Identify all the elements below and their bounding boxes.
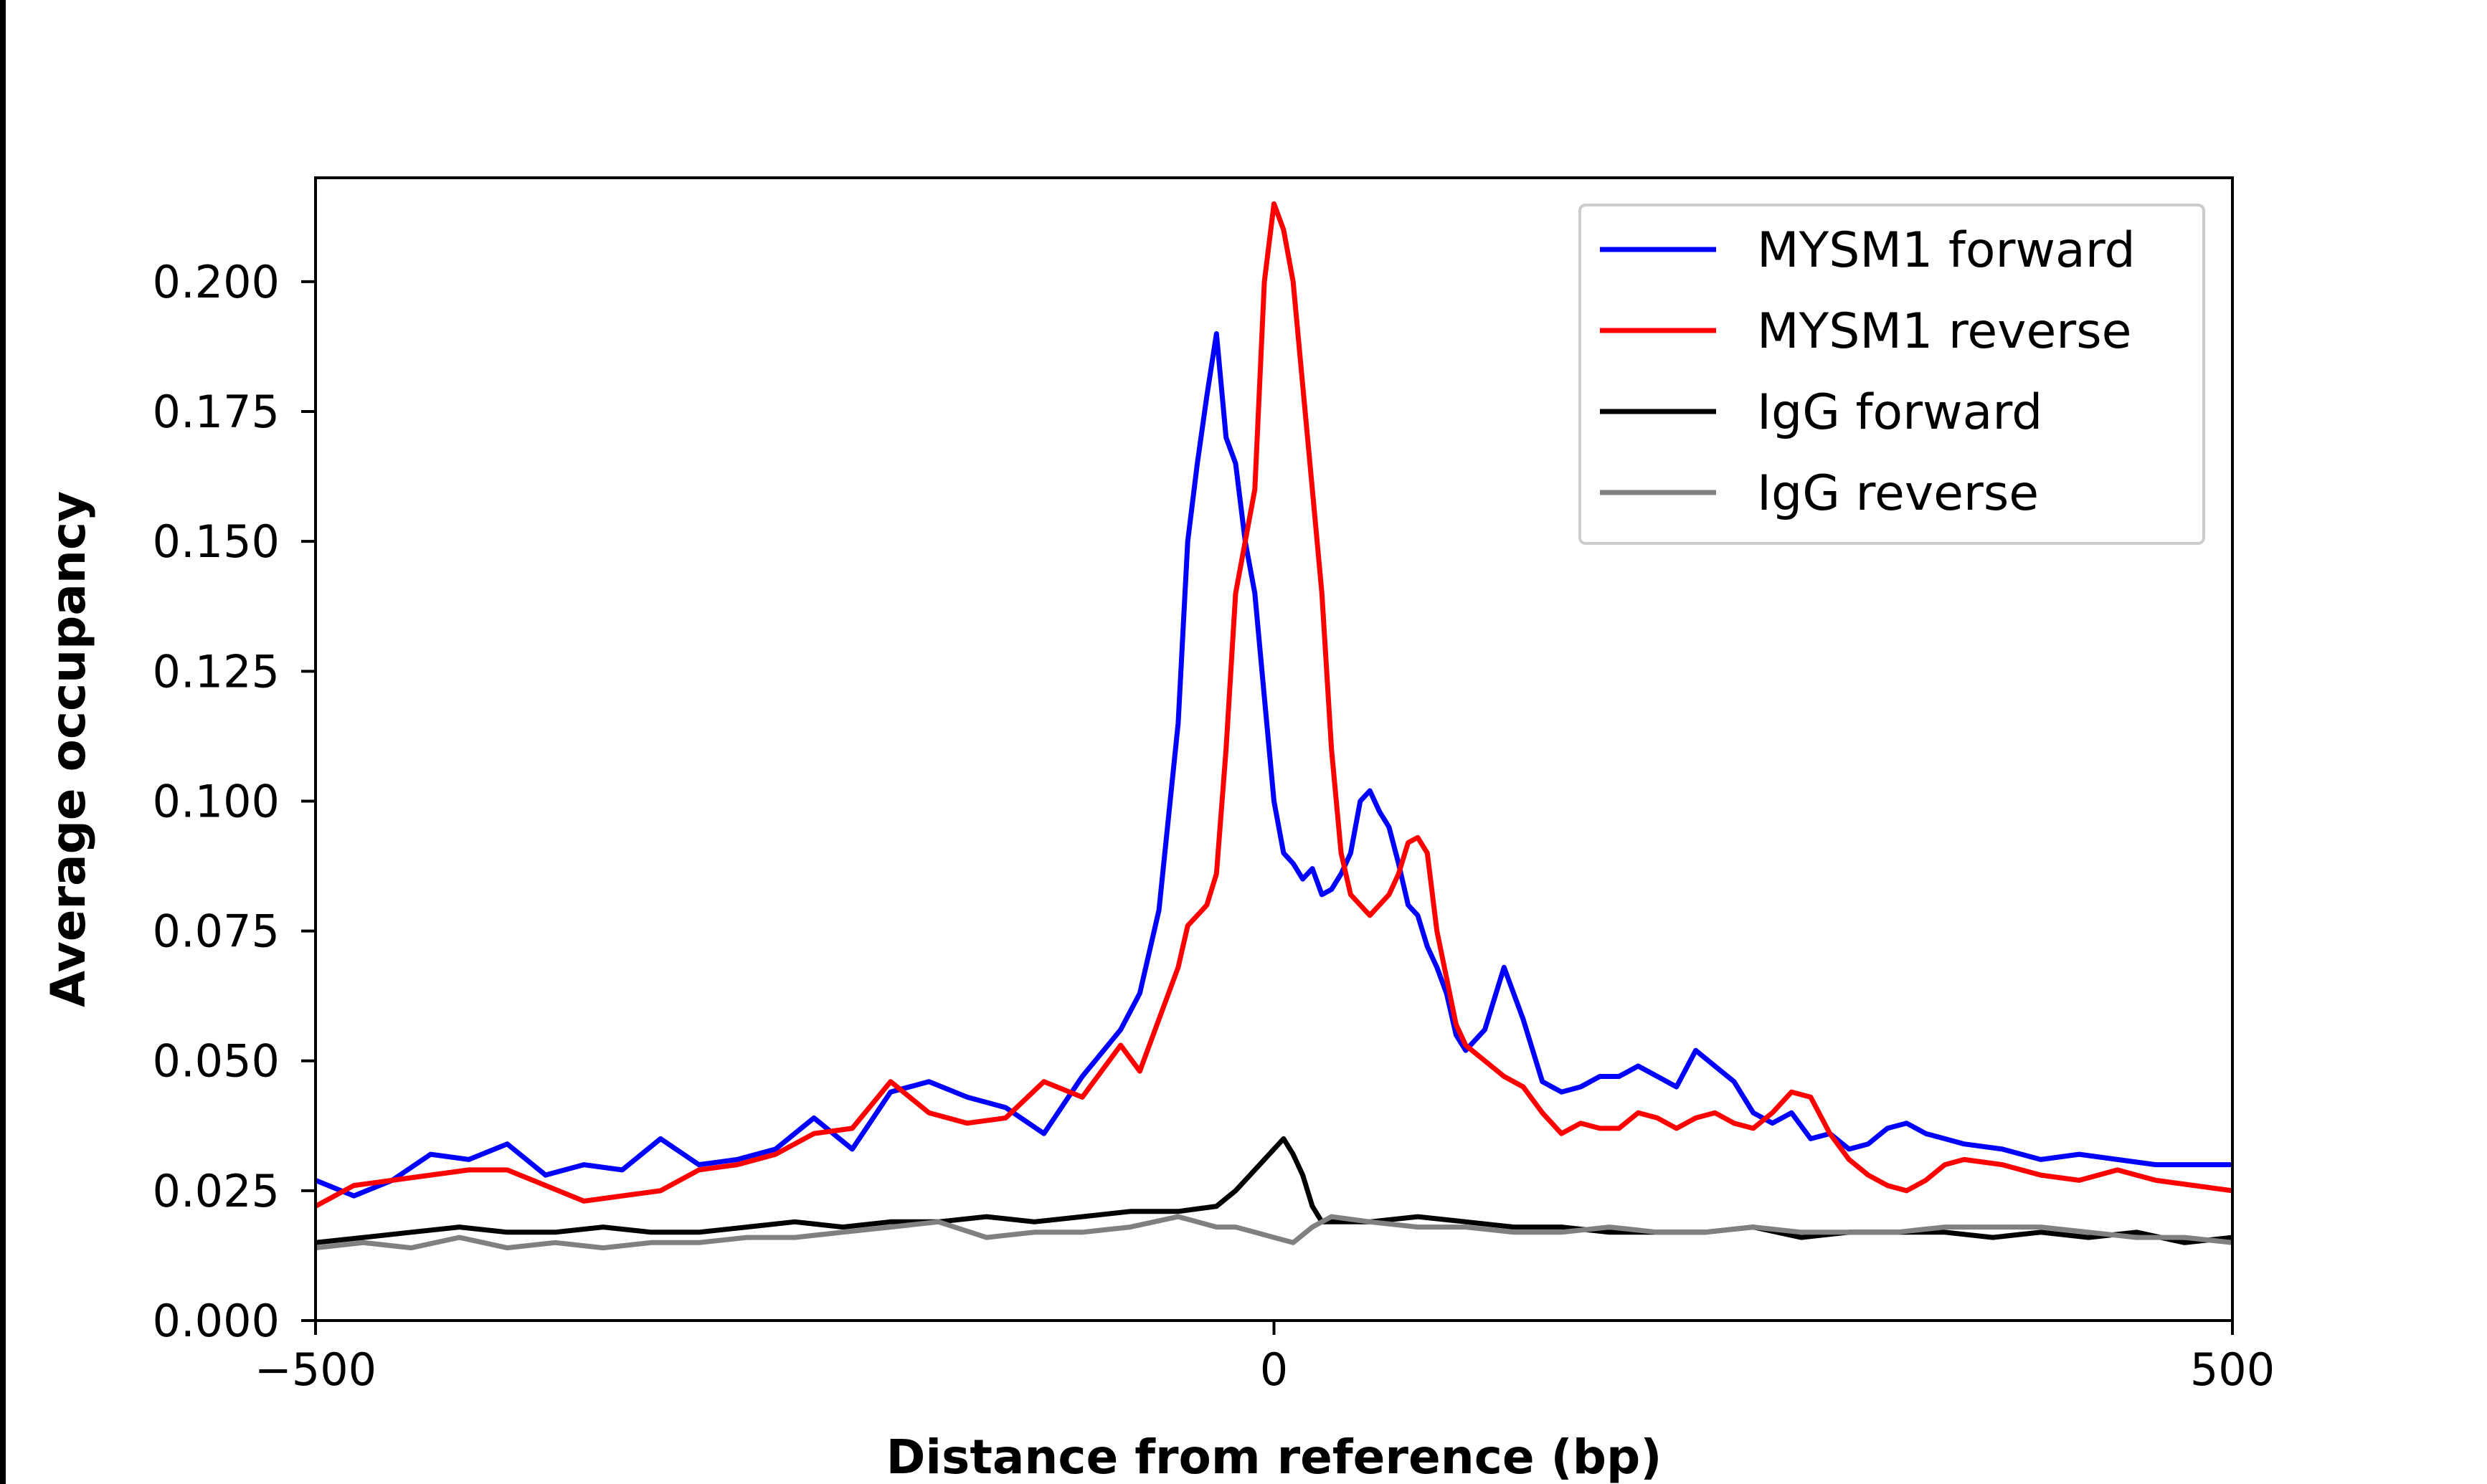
y-tick-label: 0.000 (153, 1295, 280, 1347)
legend-box (1578, 204, 2205, 545)
legend: MYSM1 forward MYSM1 reverse IgG forward IgG… (1578, 204, 2205, 545)
x-tick-label: 500 (2190, 1343, 2275, 1396)
y-tick-label: 0.150 (153, 515, 280, 568)
y-tick-label: 0.050 (153, 1035, 280, 1088)
y-tick-label: 0.200 (153, 256, 280, 308)
y-tick-label: 0.075 (153, 905, 280, 958)
y-axis-title: Average occupancy (41, 491, 96, 1007)
series-line-mysm1-forward (316, 330, 2232, 1199)
legend-label: MYSM1 forward (1757, 222, 2136, 279)
y-tick-label: 0.175 (153, 386, 280, 438)
y-tick-label: 0.125 (153, 645, 280, 698)
legend-label: IgG forward (1757, 384, 2042, 441)
left-border (0, 0, 6, 1484)
legend-label: IgG reverse (1757, 465, 2039, 522)
series-line-igg-reverse (316, 1214, 2232, 1251)
y-tick-label: 0.025 (153, 1165, 280, 1217)
x-axis-title: Distance from reference (bp) (886, 1430, 1662, 1484)
x-tick-label: −500 (255, 1343, 376, 1396)
legend-label: MYSM1 reverse (1757, 303, 2132, 360)
axes-layer: −500 0 500 0.000 0.025 0.050 0.075 0.100 0.125 0.… (153, 256, 2275, 1396)
y-tick-label: 0.100 (153, 775, 280, 827)
series-layer (316, 201, 2232, 1251)
series-line-mysm1-reverse (316, 201, 2232, 1209)
x-tick-label: 0 (1260, 1343, 1288, 1396)
